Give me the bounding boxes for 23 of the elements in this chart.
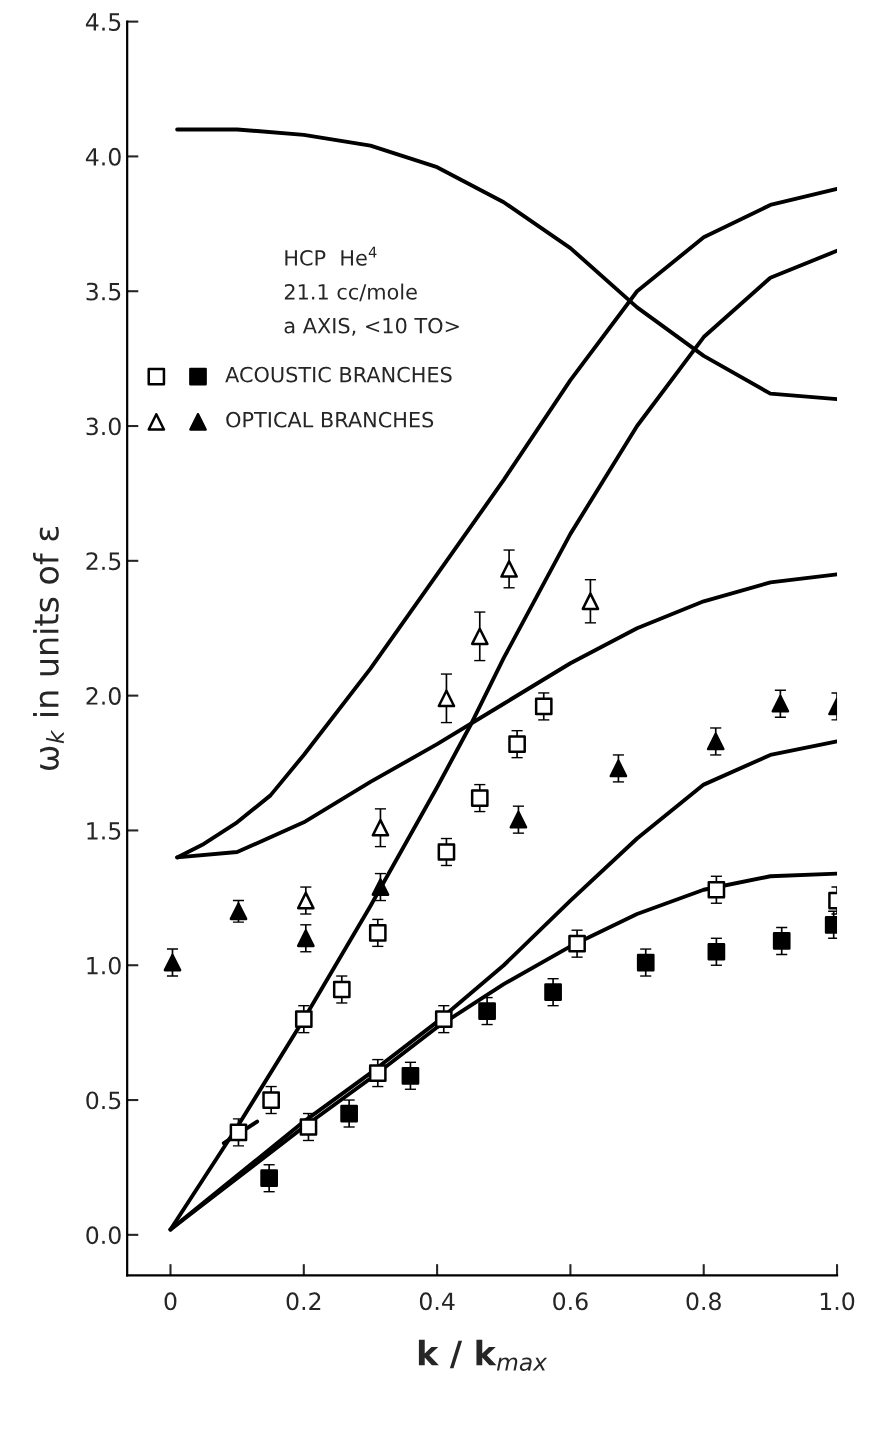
y-axis-title: ω$_{k}$ in units of ε (33, 527, 64, 771)
x-tick-label: 0 (164, 1292, 177, 1311)
y-tick-label: 0.5 (86, 1091, 121, 1110)
y-tick-label: 2.5 (86, 552, 121, 571)
y-tick-label: 1.5 (87, 822, 121, 840)
y-tick-label: 3.0 (86, 417, 121, 436)
x-tick-label: 0.2 (286, 1292, 321, 1311)
y-tick-label: 1.0 (87, 956, 121, 975)
annotation: 21.1 cc/mole (284, 283, 417, 302)
y-tick-label: 2.0 (86, 687, 121, 705)
legend-label: ACOUSTIC BRANCHES (225, 366, 452, 383)
y-tick-label: 4.0 (85, 147, 121, 166)
x-axis-title: k / k$_{max}$ (418, 1339, 548, 1371)
x-tick-label: 0.6 (553, 1292, 588, 1311)
x-tick-label: 0.8 (686, 1292, 721, 1311)
y-tick-label: 0.0 (86, 1226, 121, 1245)
annotation: a AXIS, <10 TO> (284, 317, 459, 336)
x-tick-label: 0.4 (419, 1292, 455, 1311)
y-tick-label: 3.5 (86, 282, 121, 301)
y-tick-label: 4.5 (85, 13, 121, 31)
annotation: HCP He$^{4}$ (285, 246, 377, 266)
x-tick-label: 1.0 (820, 1292, 855, 1311)
legend-label: OPTICAL BRANCHES (226, 411, 434, 428)
